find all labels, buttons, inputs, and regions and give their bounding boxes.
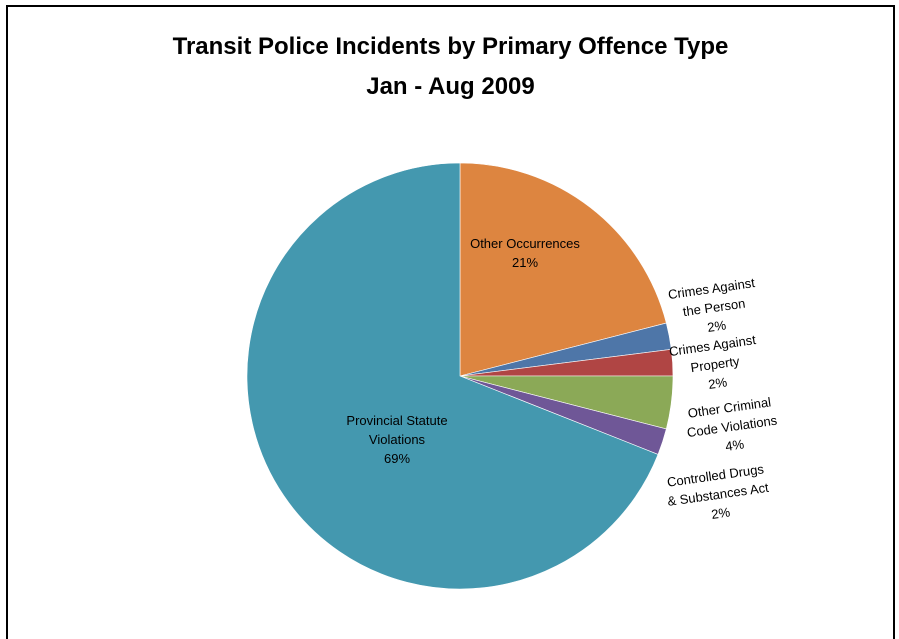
slice-percent: 2% [707,374,728,392]
pie-labels: Other Occurrences 21%Crimes Againstthe Pe… [346,236,781,528]
slice-name: Crimes Against [668,332,757,359]
chart-title: Transit Police Incidents by Primary Offe… [172,33,729,60]
pie-slices [246,162,674,590]
slice-label-2: Crimes AgainstProperty2% [668,332,762,397]
pie-slice-0 [459,162,667,377]
slice-percent: 69% [384,451,410,466]
slice-percent: 2% [710,504,731,522]
slice-label-4: Controlled Drugs& Substances Act2% [664,461,773,528]
slice-name: Provincial Statute [346,413,447,428]
slice-name: the Person [682,296,746,320]
slice-name: Property [690,353,741,375]
slice-percent: 4% [724,436,745,454]
slice-label-0: Other Occurrences 21% [470,236,580,270]
slice-name: Violations [369,432,426,447]
slice-label-1: Crimes Againstthe Person2% [667,275,761,340]
slice-name: Other Occurrences [470,236,580,251]
chart-title-block: Transit Police Incidents by Primary Offe… [8,27,893,107]
slice-label-3: Other CriminalCode Violations4% [683,394,781,459]
slice-label-5: Provincial Statute Violations 69% [346,413,447,466]
chart-subtitle: Jan - Aug 2009 [366,73,535,100]
slice-percent: 2% [706,317,727,335]
slice-percent: 21% [512,255,538,270]
pie-slice-5 [246,162,659,590]
